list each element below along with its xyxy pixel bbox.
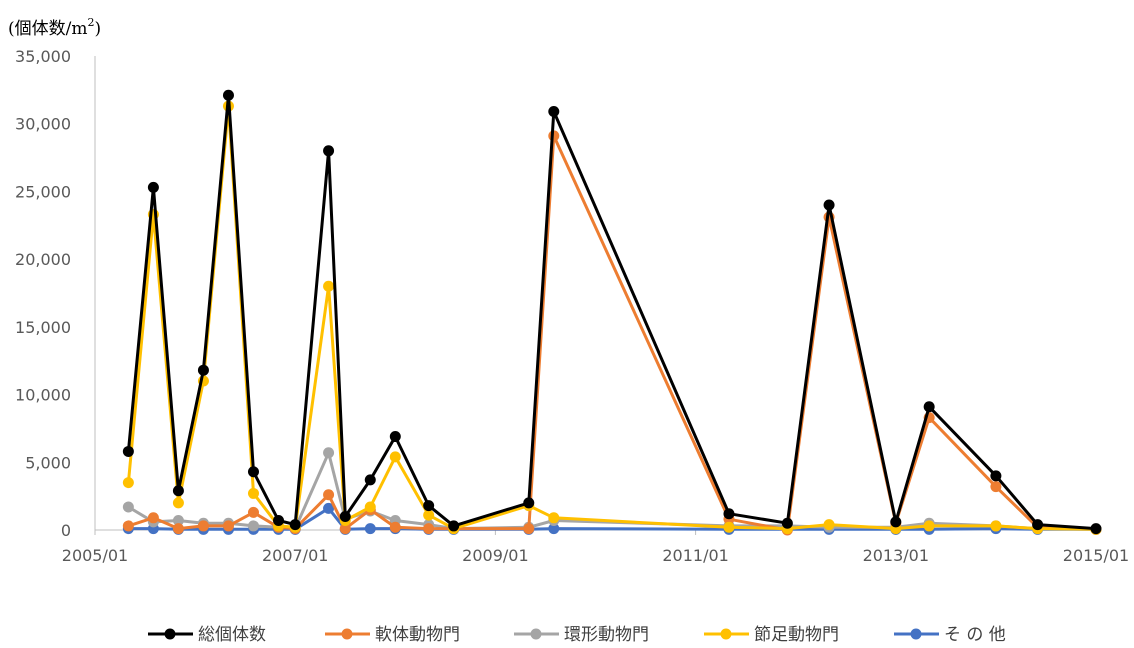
- data-point: [723, 521, 735, 533]
- x-tick-label: 2013/01: [863, 546, 929, 565]
- legend-marker: [341, 628, 353, 640]
- y-tick-label: 30,000: [15, 115, 71, 134]
- data-point: [548, 512, 560, 524]
- legend-marker: [530, 628, 542, 640]
- x-tick-label: 2011/01: [662, 546, 728, 565]
- data-point: [122, 501, 134, 513]
- data-point: [523, 497, 535, 509]
- series-line: [126, 104, 1097, 531]
- data-point: [323, 502, 335, 514]
- data-point: [222, 89, 234, 101]
- data-point: [339, 510, 351, 522]
- data-point: [990, 470, 1002, 482]
- data-point: [122, 477, 134, 489]
- legend-item: 軟体動物門: [325, 625, 460, 645]
- data-point: [147, 181, 159, 193]
- y-tick-label: 25,000: [15, 182, 71, 201]
- data-point: [423, 500, 435, 512]
- x-tick-label: 2005/01: [62, 546, 128, 565]
- data-point: [273, 515, 285, 527]
- legend-label: 環形動物門: [564, 625, 649, 645]
- legend-label: 総個体数: [198, 625, 266, 645]
- legend-item: 環形動物門: [514, 625, 649, 645]
- legend-marker: [910, 628, 922, 640]
- y-axis-label-sup: 2: [87, 16, 94, 29]
- x-tick-label: 2015/01: [1063, 546, 1129, 565]
- series-group: [122, 502, 1102, 535]
- y-tick-label: 0: [61, 521, 71, 540]
- data-point: [247, 506, 259, 518]
- data-point: [323, 489, 335, 501]
- data-point: [364, 501, 376, 513]
- y-axis-label: (個体数/m2): [8, 16, 101, 39]
- data-point: [289, 519, 301, 531]
- data-point: [364, 474, 376, 486]
- legend-marker: [164, 628, 176, 640]
- legend-label: そ の 他: [944, 625, 1006, 645]
- data-point: [172, 497, 184, 509]
- data-point: [423, 509, 435, 521]
- legend-marker: [720, 628, 732, 640]
- data-point: [122, 445, 134, 457]
- x-tick-label: 2009/01: [462, 546, 528, 565]
- series-layer: [122, 89, 1102, 536]
- x-tick-label: 2007/01: [262, 546, 328, 565]
- y-tick-label: 35,000: [15, 47, 71, 66]
- data-point: [323, 447, 335, 459]
- data-point: [423, 523, 435, 535]
- data-point: [197, 364, 209, 376]
- data-point: [723, 508, 735, 520]
- data-point: [172, 515, 184, 527]
- data-point: [923, 520, 935, 532]
- legend-item: そ の 他: [894, 625, 1006, 645]
- y-tick-label: 5,000: [25, 453, 71, 472]
- data-point: [323, 145, 335, 157]
- series-line: [127, 134, 1097, 532]
- data-point: [247, 520, 259, 532]
- data-point: [823, 199, 835, 211]
- data-point: [323, 280, 335, 292]
- y-axis-label-close: ): [94, 19, 101, 39]
- data-point: [548, 106, 560, 118]
- data-point: [523, 523, 535, 535]
- legend-item: 総個体数: [148, 625, 266, 645]
- data-point: [247, 466, 259, 478]
- data-point: [339, 523, 351, 535]
- axes: 0 5,000 10,000 15,000 20,000 25,000 30,000 35,0…: [15, 47, 1129, 565]
- y-tick-label: 10,000: [15, 386, 71, 405]
- legend: 総個体数 軟体動物門 環形動物門 節足動物門 そ の 他: [148, 625, 1006, 645]
- data-point: [923, 401, 935, 413]
- data-point: [990, 481, 1002, 493]
- y-axis-label-text: (個体数/m: [8, 19, 87, 39]
- series-group: [122, 100, 1102, 535]
- data-point: [247, 487, 259, 499]
- data-point: [448, 520, 460, 532]
- data-point: [990, 520, 1002, 532]
- data-point: [172, 485, 184, 497]
- y-tick-label: 15,000: [15, 318, 71, 337]
- data-point: [548, 523, 560, 535]
- data-point: [389, 521, 401, 533]
- data-point: [823, 519, 835, 531]
- data-point: [1032, 519, 1044, 531]
- series-group: [122, 130, 1102, 536]
- series-line: [126, 93, 1097, 531]
- data-point: [1090, 523, 1102, 535]
- data-point: [222, 520, 234, 532]
- data-point: [389, 431, 401, 443]
- series-group: [122, 89, 1102, 535]
- data-point: [364, 523, 376, 535]
- data-point: [147, 512, 159, 524]
- data-point: [197, 520, 209, 532]
- data-point: [890, 516, 902, 528]
- legend-label: 軟体動物門: [375, 625, 460, 645]
- legend-item: 節足動物門: [704, 625, 839, 645]
- data-point: [172, 523, 184, 535]
- y-tick-label: 20,000: [15, 250, 71, 269]
- data-point: [122, 520, 134, 532]
- data-point: [781, 517, 793, 529]
- data-point: [389, 451, 401, 463]
- legend-label: 節足動物門: [754, 625, 839, 645]
